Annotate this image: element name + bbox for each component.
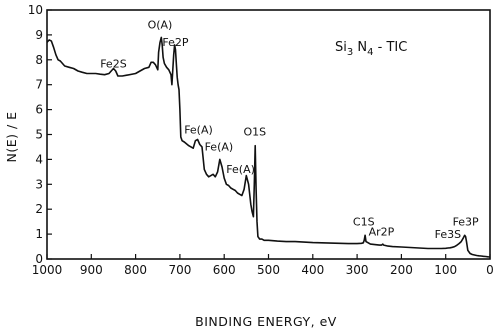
y-tick-label: 9 xyxy=(35,28,43,42)
x-tick-label: 100 xyxy=(434,263,457,277)
peak-label: Fe2S xyxy=(100,57,126,70)
x-tick-label: 0 xyxy=(486,263,494,277)
x-tick-label: 1000 xyxy=(32,263,63,277)
peak-label: O(A) xyxy=(148,19,173,32)
peak-label: O1S xyxy=(243,126,266,139)
peak-label: Fe(A) xyxy=(226,163,255,176)
x-tick-label: 500 xyxy=(257,263,280,277)
peak-label: Fe(A) xyxy=(205,141,234,154)
y-tick-label: 3 xyxy=(35,177,43,191)
x-tick-label: 800 xyxy=(124,263,147,277)
x-tick-label: 300 xyxy=(346,263,369,277)
y-tick-label: 6 xyxy=(35,103,43,117)
y-tick-label: 8 xyxy=(35,53,43,67)
y-tick-label: 1 xyxy=(35,227,43,241)
y-axis-ticks: 0 1 2 3 4 5 6 7 8 9 10 xyxy=(28,3,52,266)
sample-label: Si3 N4 - TIC xyxy=(335,40,407,58)
x-axis-ticks: 1000 900 800 700 600 500 400 300 200 100 0 xyxy=(32,254,494,277)
plot-frame xyxy=(46,9,491,260)
spectrum-line xyxy=(46,36,491,258)
y-tick-label: 5 xyxy=(35,128,43,142)
y-tick-label: 7 xyxy=(35,78,43,92)
y-tick-label: 10 xyxy=(28,3,43,17)
y-tick-label: 0 xyxy=(35,252,43,266)
x-tick-label: 200 xyxy=(390,263,413,277)
peak-label: Fe2P xyxy=(162,36,188,49)
y-tick-label: 4 xyxy=(35,152,43,166)
peak-label: Fe(A) xyxy=(184,123,213,136)
y-axis-title: N(E) / E xyxy=(4,111,19,162)
peak-label: Fe3P xyxy=(453,215,479,228)
x-tick-label: 700 xyxy=(168,263,191,277)
peak-label: Ar2P xyxy=(369,225,395,238)
peak-label: Fe3S xyxy=(435,228,461,241)
x-tick-label: 900 xyxy=(80,263,103,277)
x-tick-label: 600 xyxy=(213,263,236,277)
y-tick-label: 2 xyxy=(35,202,43,216)
x-axis-title: BINDING ENERGY, eV xyxy=(195,314,337,329)
peak-label: C1S xyxy=(353,215,375,228)
x-tick-label: 400 xyxy=(301,263,324,277)
